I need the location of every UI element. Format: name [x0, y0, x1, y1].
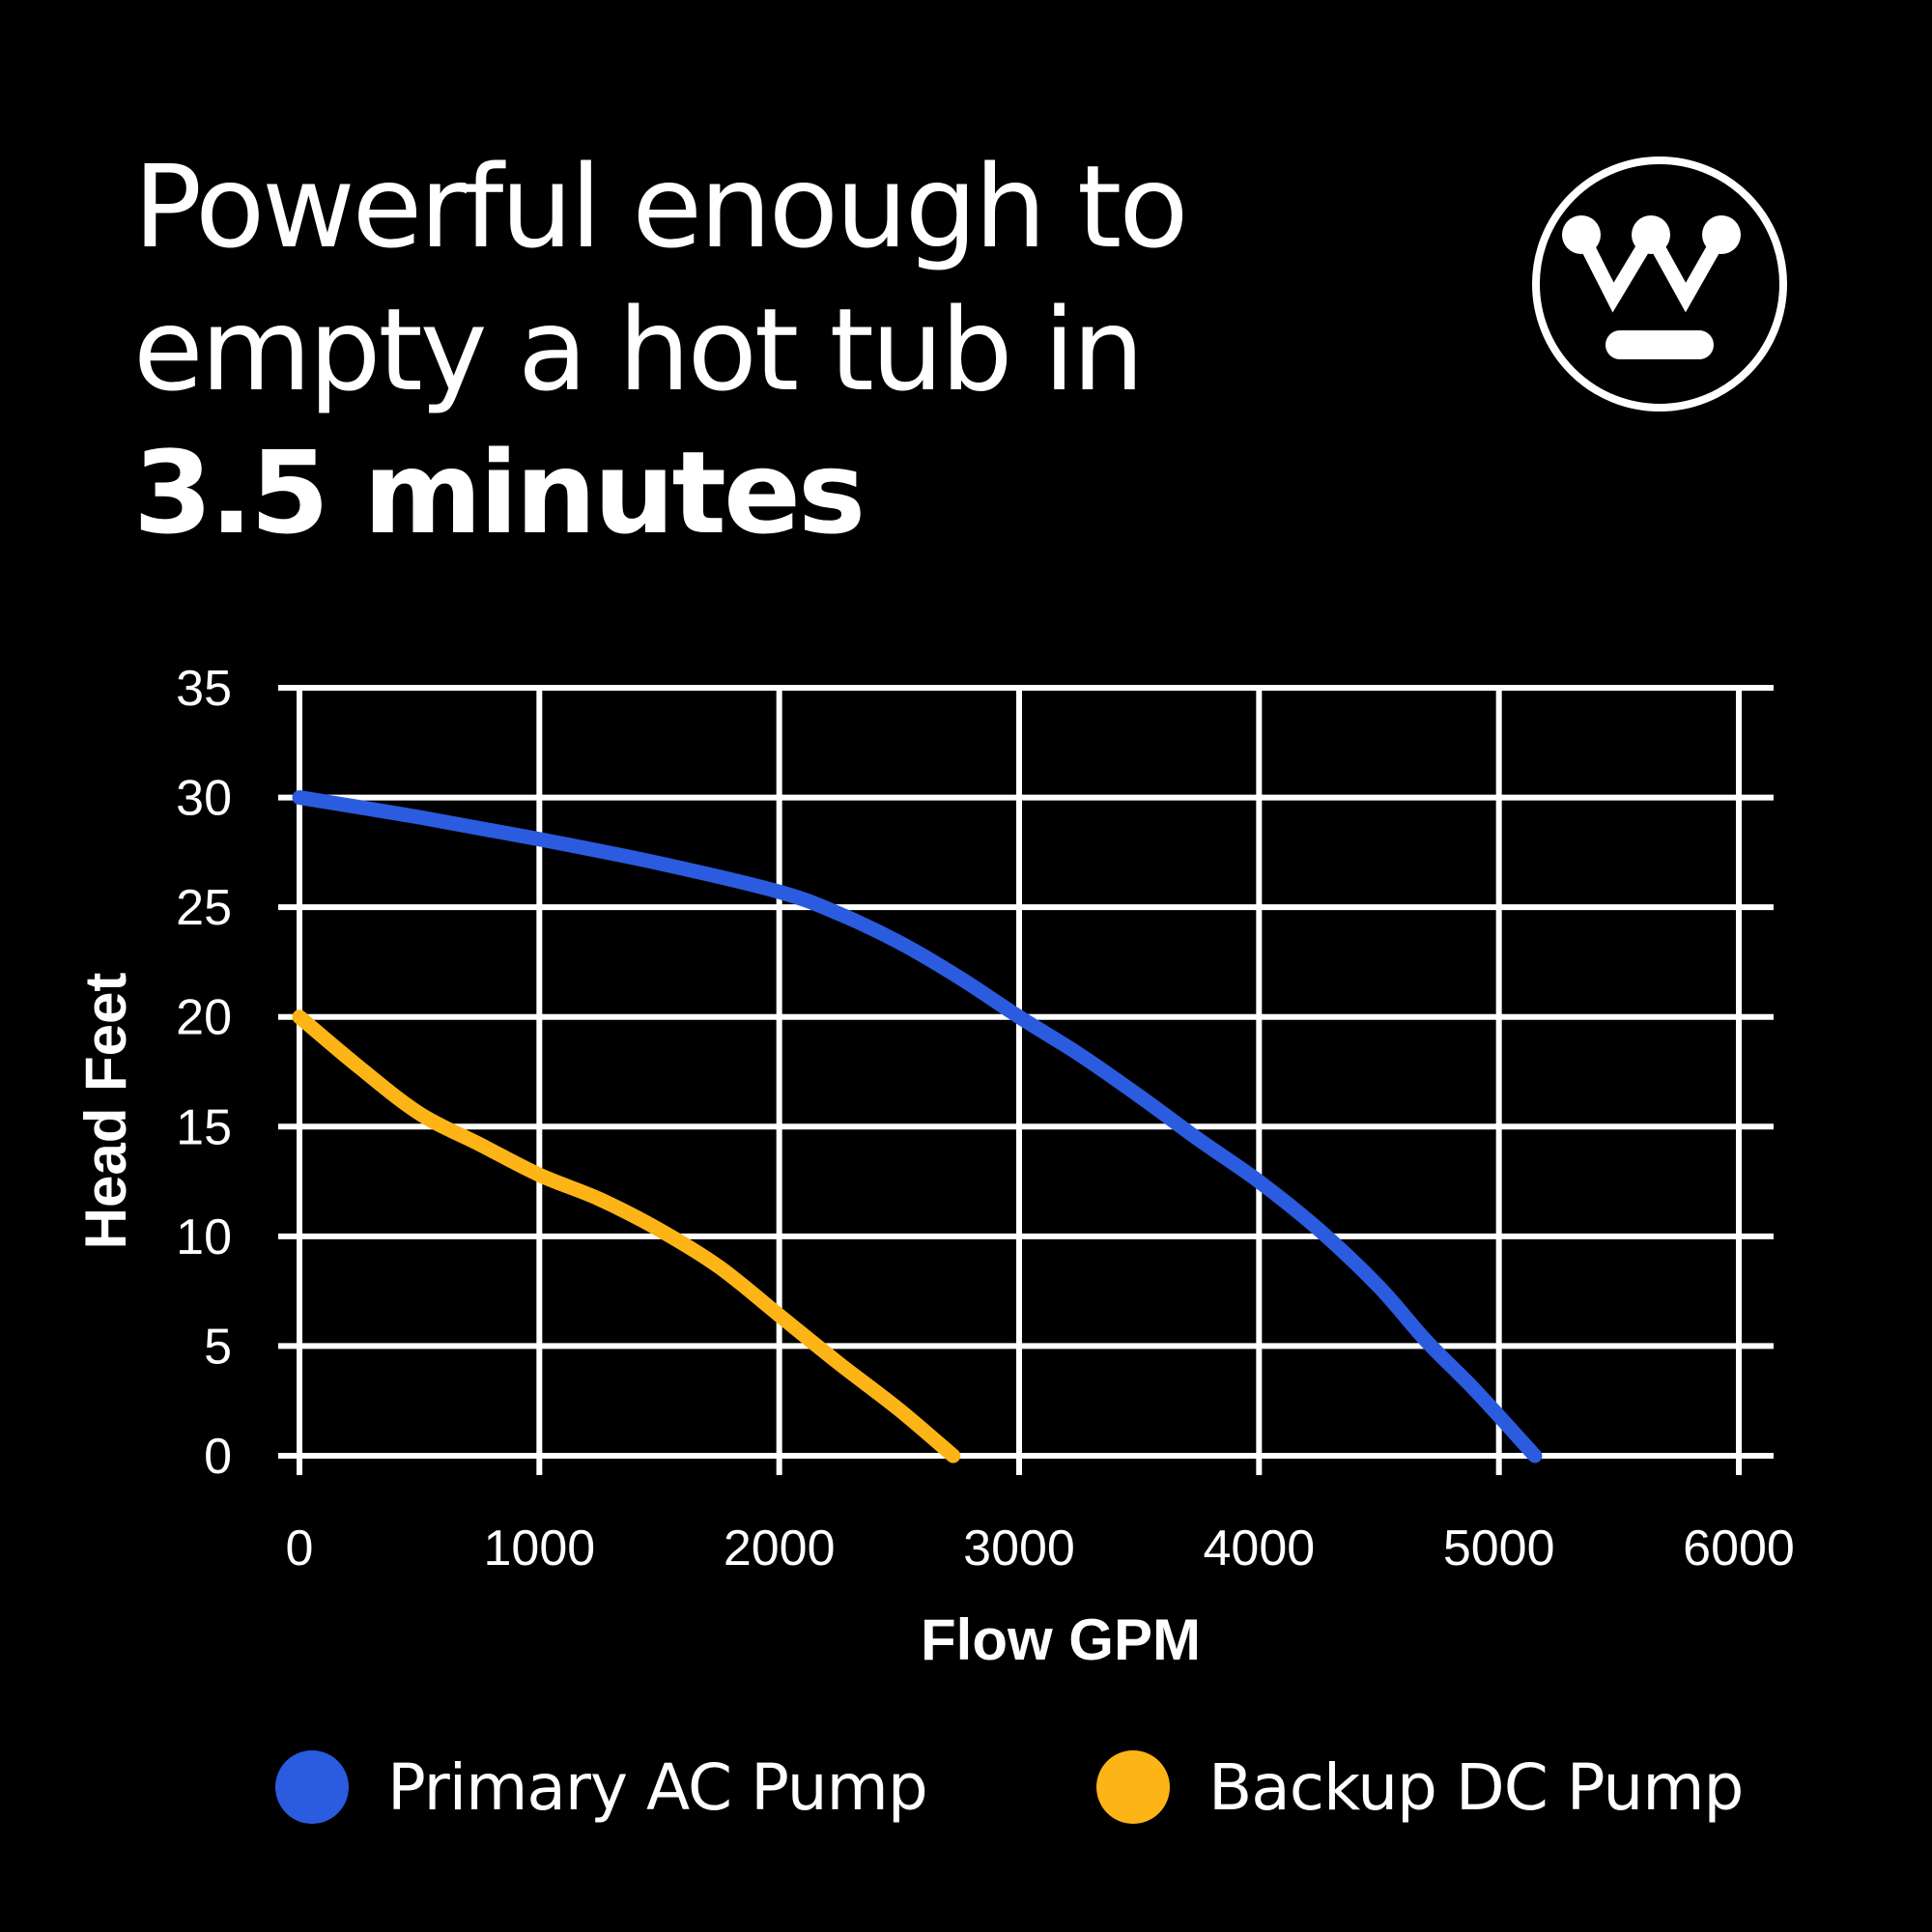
y-tick-label-0: 0: [204, 1429, 232, 1485]
legend-item-primary: Primary AC Pump: [275, 1748, 928, 1826]
legend-label-backup: Backup DC Pump: [1208, 1749, 1744, 1825]
legend-swatch-primary: [275, 1750, 349, 1824]
x-tick-label-2000: 2000: [724, 1520, 836, 1577]
y-tick-label-35: 35: [176, 661, 232, 717]
x-tick-label-1000: 1000: [483, 1520, 595, 1577]
y-tick-label-10: 10: [176, 1209, 232, 1265]
y-tick-label-25: 25: [176, 880, 232, 936]
headline: Powerful enough to empty a hot tub in 3.…: [133, 135, 1188, 564]
legend-item-backup: Backup DC Pump: [1096, 1748, 1744, 1826]
y-axis-title: Head Feet: [73, 973, 138, 1250]
x-tick-label-6000: 6000: [1683, 1520, 1795, 1577]
series-line-primary: [292, 790, 1543, 1463]
headline-emphasis: 3.5 minutes: [133, 426, 866, 559]
headline-line-1: Powerful enough to: [133, 140, 1188, 273]
x-tick-label-5000: 5000: [1443, 1520, 1555, 1577]
x-tick-label-3000: 3000: [963, 1520, 1075, 1577]
headline-line-2: empty a hot tub in: [133, 283, 1145, 416]
x-tick-label-4000: 4000: [1203, 1520, 1315, 1577]
y-tick-label-15: 15: [176, 1099, 232, 1155]
x-axis-title: Flow GPM: [921, 1607, 1201, 1672]
series-line-backup: [292, 1009, 961, 1463]
legend-swatch-backup: [1096, 1750, 1170, 1824]
westinghouse-logo-icon: [1532, 156, 1787, 412]
legend-label-primary: Primary AC Pump: [387, 1749, 928, 1825]
y-tick-label-30: 30: [176, 771, 232, 827]
chart-series: [292, 790, 1543, 1463]
chart-legend: Primary AC Pump Backup DC Pump: [275, 1748, 1821, 1826]
x-tick-label-0: 0: [286, 1520, 314, 1577]
y-tick-label-5: 5: [204, 1319, 232, 1375]
chart-grid: [278, 685, 1774, 1475]
y-tick-label-20: 20: [176, 990, 232, 1046]
chart-tick-labels: 0 5 10 15 20 25 30 35 0 1000 2000 3000 4000 5000 6000: [176, 661, 1795, 1577]
